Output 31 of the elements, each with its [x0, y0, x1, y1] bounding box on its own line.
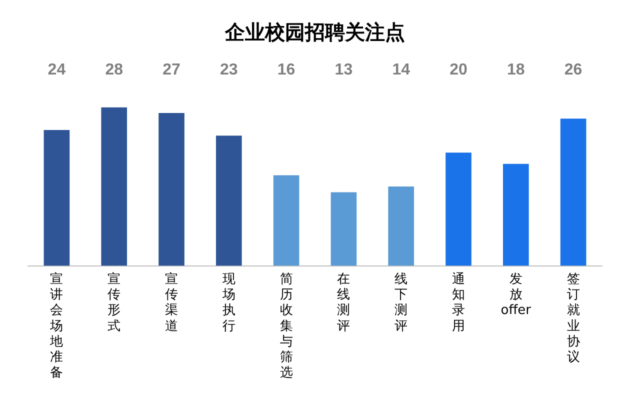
x-tick-label: 线下测评: [394, 272, 408, 334]
bar: [446, 152, 472, 266]
x-tick-label: 宣传渠道: [165, 270, 178, 334]
x-tick-label: 签订就业协议: [566, 272, 580, 365]
bar: [388, 186, 414, 266]
data-label: 23: [220, 61, 238, 78]
x-tick-label: 通知录用: [452, 272, 465, 334]
chart-title: 企业校园招聘关注点: [224, 20, 405, 44]
bar: [273, 175, 300, 266]
bar: [216, 136, 242, 266]
data-label: 13: [334, 61, 353, 78]
bar: [158, 112, 184, 266]
bar: [44, 130, 70, 266]
data-label: 26: [564, 61, 582, 78]
x-tick-label: 宣传形式: [108, 270, 121, 334]
x-tick-label: 在线测评: [337, 272, 350, 334]
x-tick-label: 简历收集与筛选: [280, 272, 293, 381]
x-tick-label: 现场执行: [221, 272, 236, 334]
data-label: 16: [277, 61, 296, 78]
x-tick-label: 发放offer: [500, 272, 532, 318]
bar: [560, 118, 586, 266]
bar: [502, 164, 529, 266]
data-label: 28: [105, 61, 124, 78]
bar: [330, 192, 357, 266]
bar: [101, 107, 128, 266]
data-label: 24: [48, 61, 66, 78]
data-label: 14: [392, 61, 410, 78]
x-tick-label: 宣讲会场地准备: [49, 270, 64, 381]
data-label: 27: [162, 61, 180, 78]
data-label: 18: [507, 61, 525, 78]
data-label: 20: [450, 61, 468, 78]
